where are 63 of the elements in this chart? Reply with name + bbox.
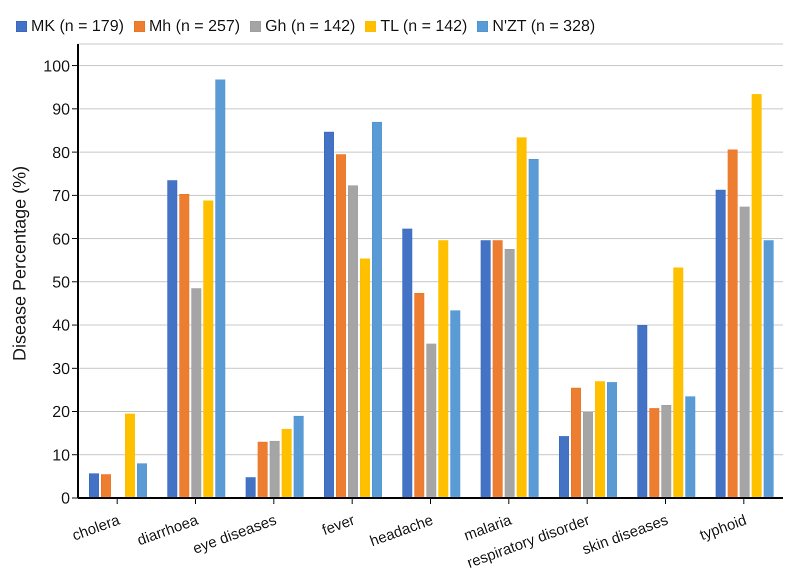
bar (673, 268, 684, 498)
bar (191, 288, 202, 498)
bar (492, 240, 503, 498)
y-tick-label: 40 (52, 318, 70, 335)
bar (728, 150, 738, 498)
bar (270, 440, 280, 498)
bar (504, 248, 515, 498)
bar (246, 477, 256, 498)
legend-label: MK (n = 179) (31, 18, 124, 35)
y-tick-label: 50 (52, 274, 70, 292)
bar (136, 463, 147, 498)
bar (716, 190, 726, 498)
bar (348, 185, 358, 498)
y-tick-label: 80 (52, 144, 70, 162)
bar (764, 240, 774, 498)
bar (594, 381, 605, 498)
y-tick-label: 30 (52, 360, 70, 378)
legend-label: Gh (n = 142) (265, 18, 356, 35)
bar (372, 122, 382, 498)
bar (360, 258, 370, 498)
legend-label: Mh (n = 257) (148, 18, 240, 35)
y-tick-label: 90 (52, 102, 70, 119)
bar (124, 414, 135, 498)
bar (516, 137, 527, 498)
bar (438, 240, 448, 498)
y-tick-label: 70 (52, 188, 70, 206)
bar (203, 200, 214, 498)
bar (100, 474, 111, 498)
bar (752, 94, 762, 498)
bar (661, 405, 672, 498)
bar (649, 408, 660, 498)
y-tick-label: 10 (52, 447, 70, 464)
x-tick-label: fever (320, 512, 358, 540)
bar (179, 194, 190, 498)
bar (88, 473, 99, 498)
bar (426, 344, 436, 498)
y-tick-label: 100 (43, 58, 70, 76)
legend-label: TL (n = 142) (380, 18, 468, 35)
bar (324, 132, 334, 498)
bar (528, 159, 539, 498)
bar (215, 79, 226, 498)
y-tick-label: 20 (52, 404, 70, 422)
bar (558, 436, 569, 498)
bar (402, 228, 412, 498)
bar (606, 382, 617, 498)
bar (637, 325, 648, 498)
bar (336, 154, 346, 498)
bar (450, 310, 460, 498)
bar (294, 416, 304, 498)
bar (480, 240, 491, 498)
legend-label: N'ZT (n = 328) (492, 18, 596, 35)
bar (167, 180, 178, 498)
bar (740, 206, 750, 498)
y-axis-title: Disease Percentage (%) (9, 166, 30, 361)
bar (258, 442, 268, 498)
bar (414, 293, 424, 498)
y-tick-label: 60 (52, 231, 70, 248)
x-tick-label: cholera (70, 511, 123, 544)
bar (570, 388, 581, 498)
y-tick-label: 0 (61, 490, 70, 508)
bar (685, 396, 696, 498)
bar (582, 412, 593, 498)
bar (282, 428, 292, 498)
